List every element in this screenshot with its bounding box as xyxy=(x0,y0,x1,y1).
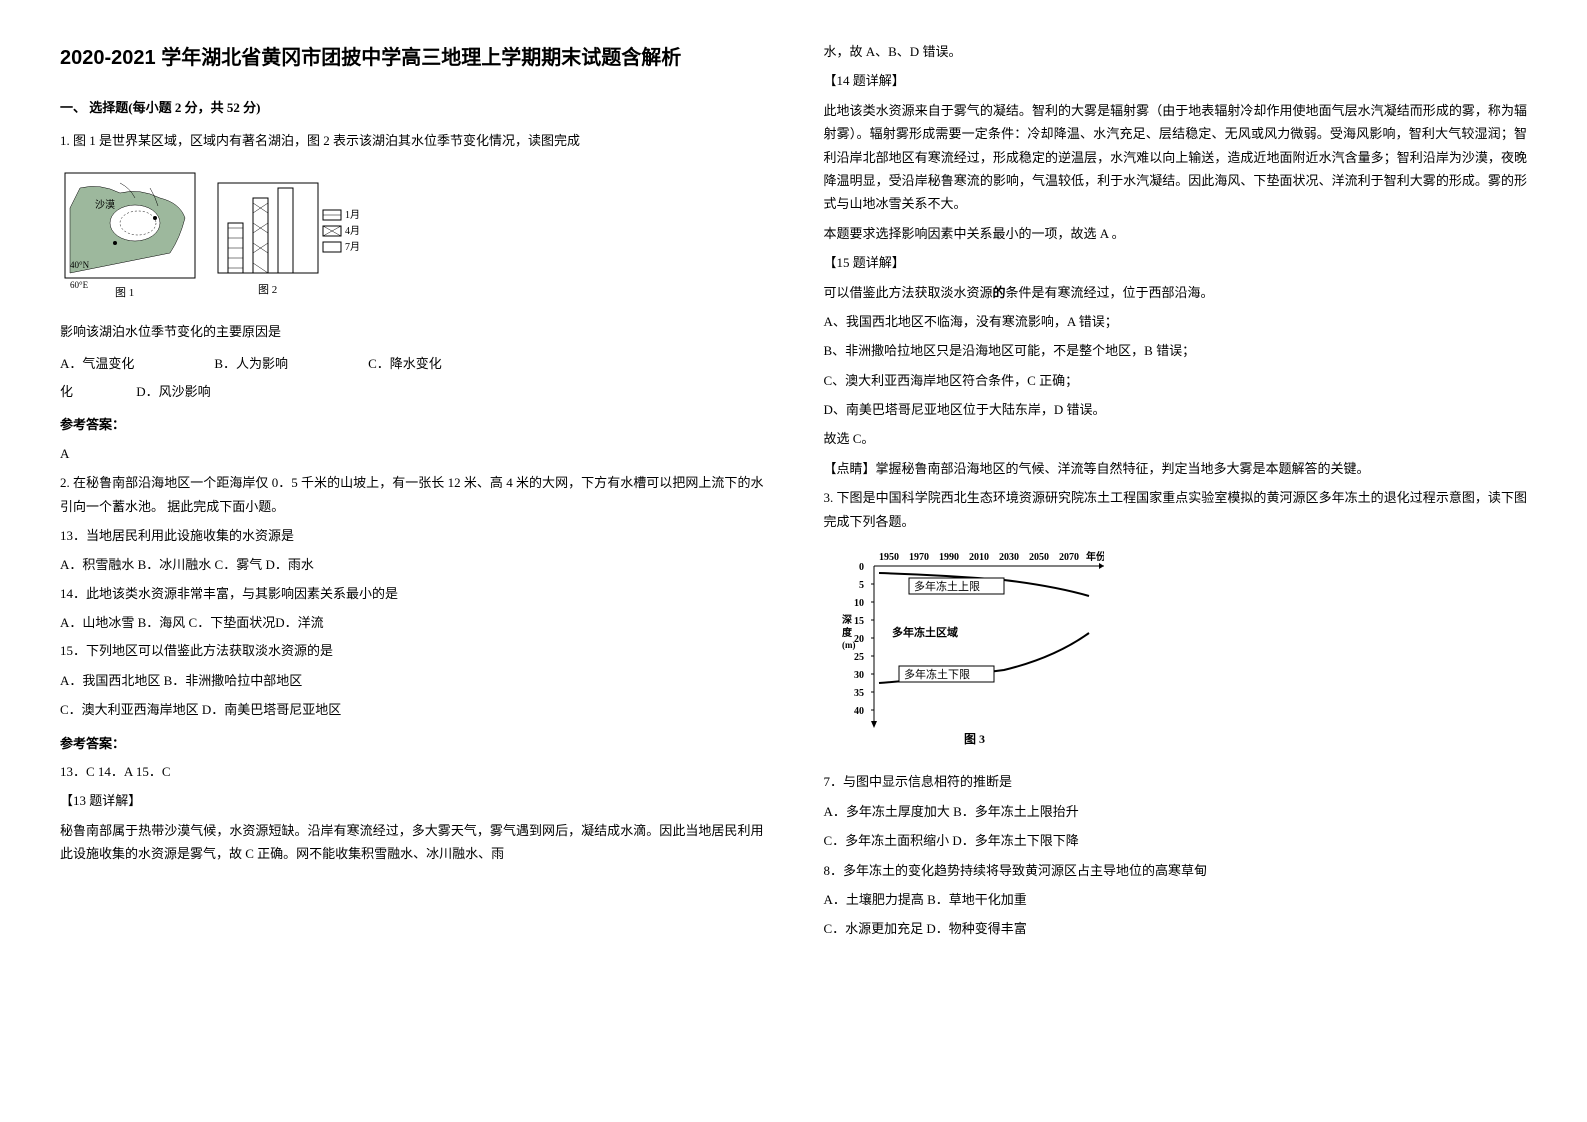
svg-text:2070: 2070 xyxy=(1059,552,1079,563)
map-figure: 沙漠 40°N 60°E 图 1 xyxy=(60,168,200,298)
cont1: 水，故 A、B、D 错误。 xyxy=(824,40,1528,63)
svg-text:5: 5 xyxy=(859,580,864,591)
q13: 13．当地居民利用此设施收集的水资源是 xyxy=(60,524,764,547)
q8: 8．多年冻土的变化趋势持续将导致黄河源区占主导地位的高寒草甸 xyxy=(824,859,1528,882)
legend-1: 1月 xyxy=(345,209,360,221)
answer-label-1: 参考答案： xyxy=(60,413,764,436)
svg-text:多年冻土区域: 多年冻土区域 xyxy=(892,625,958,639)
legend-7: 7月 xyxy=(345,241,360,253)
q7-opt-c: C．多年冻土面积缩小 D．多年冻土下限下降 xyxy=(824,829,1528,852)
svg-text:年份: 年份 xyxy=(1086,550,1104,563)
svg-text:2030: 2030 xyxy=(999,552,1019,563)
point: 【点睛】掌握秘鲁南部沿海地区的气候、洋流等自然特征，判定当地多大雾是本题解答的关… xyxy=(824,457,1528,480)
explain14-p1: 此地该类水资源来自于雾气的凝结。智利的大雾是辐射雾（由于地表辐射冷却作用使地面气… xyxy=(824,99,1528,216)
explain13: 秘鲁南部属于热带沙漠气候，水资源短缺。沿岸有寒流经过，多大雾天气，雾气遇到网后，… xyxy=(60,819,764,866)
q15: 15．下列地区可以借鉴此方法获取淡水资源的是 xyxy=(60,639,764,662)
explain14-p2: 本题要求选择影响因素中关系最小的一项，故选 A 。 xyxy=(824,222,1528,245)
q1-option-a: A．气温变化 xyxy=(60,352,134,375)
q8-opt-a: A．土壤肥力提高 B．草地干化加重 xyxy=(824,888,1528,911)
q2-stem: 2. 在秘鲁南部沿海地区一个距海岸仅 0．5 千米的山坡上，有一张长 12 米、… xyxy=(60,471,764,518)
svg-text:25: 25 xyxy=(854,652,864,663)
explain15-label: 【15 题详解】 xyxy=(824,251,1528,274)
q1-option-c: C．降水变化 xyxy=(368,352,442,375)
q1-option-b: B．人为影响 xyxy=(214,352,288,375)
explain15-c: C、澳大利亚西海岸地区符合条件，C 正确； xyxy=(824,369,1528,392)
q7: 7．与图中显示信息相符的推断是 xyxy=(824,770,1528,793)
svg-text:10: 10 xyxy=(854,598,864,609)
fig2-label: 图 2 xyxy=(258,283,277,296)
explain14-label: 【14 题详解】 xyxy=(824,69,1528,92)
svg-text:35: 35 xyxy=(854,688,864,699)
q15-opt-c: C．澳大利亚西海岸地区 D．南美巴塔哥尼亚地区 xyxy=(60,698,764,721)
explain15-p1: 可以借鉴此方法获取淡水资源的条件是有寒流经过，位于西部沿海。 xyxy=(824,281,1528,304)
desert-label: 沙漠 xyxy=(95,199,115,211)
q13-options: A．积雪融水 B．冰川融水 C．雾气 D．雨水 xyxy=(60,553,764,576)
q1-option-c-cont: 化 xyxy=(60,384,73,399)
legend-4: 4月 xyxy=(345,225,360,237)
svg-text:深: 深 xyxy=(842,613,852,626)
section-header: 一、 选择题(每小题 2 分，共 52 分) xyxy=(60,96,764,119)
svg-text:多年冻土上限: 多年冻土上限 xyxy=(914,579,980,593)
bar-chart-figure: 1月 4月 7月 图 2 xyxy=(213,168,383,298)
q8-opt-c: C．水源更加充足 D．物种变得丰富 xyxy=(824,917,1528,940)
q3-stem: 3. 下图是中国科学院西北生态环境资源研究院冻土工程国家重点实验室模拟的黄河源区… xyxy=(824,486,1528,533)
svg-text:1990: 1990 xyxy=(939,552,959,563)
svg-text:0: 0 xyxy=(859,562,864,573)
q1-sub-question: 影响该湖泊水位季节变化的主要原因是 xyxy=(60,320,764,343)
right-column: 水，故 A、B、D 错误。 【14 题详解】 此地该类水资源来自于雾气的凝结。智… xyxy=(824,40,1528,947)
answer-label-2: 参考答案： xyxy=(60,732,764,755)
explain13-label: 【13 题详解】 xyxy=(60,789,764,812)
q1-answer: A xyxy=(60,442,764,465)
lon-label: 60°E xyxy=(70,280,89,290)
depth-chart-figure: 1950 1970 1990 2010 2030 2050 2070 年份 0 … xyxy=(824,548,1528,755)
svg-text:(m): (m) xyxy=(842,640,856,650)
svg-text:多年冻土下限: 多年冻土下限 xyxy=(904,667,970,681)
fig1-label: 图 1 xyxy=(115,286,134,298)
q14: 14．此地该类水资源非常丰富，与其影响因素关系最小的是 xyxy=(60,582,764,605)
lat-label: 40°N xyxy=(70,260,90,270)
q14-options: A．山地冰雪 B．海风 C．下垫面状况D．洋流 xyxy=(60,611,764,634)
svg-text:2010: 2010 xyxy=(969,552,989,563)
explain15-b: B、非洲撒哈拉地区只是沿海地区可能，不是整个地区，B 错误； xyxy=(824,339,1528,362)
q1-stem: 1. 图 1 是世界某区域，区域内有著名湖泊，图 2 表示该湖泊其水位季节变化情… xyxy=(60,129,764,152)
q2-answers: 13．C 14．A 15．C xyxy=(60,760,764,783)
svg-text:20: 20 xyxy=(854,634,864,645)
figure-1-container: 沙漠 40°N 60°E 图 1 xyxy=(60,168,764,305)
svg-text:度: 度 xyxy=(842,626,853,639)
svg-text:1970: 1970 xyxy=(909,552,929,563)
q15-opt-a: A．我国西北地区 B．非洲撒哈拉中部地区 xyxy=(60,669,764,692)
left-column: 2020-2021 学年湖北省黄冈市团披中学高三地理上学期期末试题含解析 一、 … xyxy=(60,40,764,947)
q1-option-d: D．风沙影响 xyxy=(136,384,210,399)
explain15-d: D、南美巴塔哥尼亚地区位于大陆东岸，D 错误。 xyxy=(824,398,1528,421)
q1-options: A．气温变化 B．人为影响 C．降水变化 化 D．风沙影响 xyxy=(60,352,764,404)
svg-text:40: 40 xyxy=(854,706,864,717)
explain15-conclusion: 故选 C。 xyxy=(824,427,1528,450)
svg-text:图 3: 图 3 xyxy=(964,732,985,746)
svg-text:1950: 1950 xyxy=(879,552,899,563)
document-title: 2020-2021 学年湖北省黄冈市团披中学高三地理上学期期末试题含解析 xyxy=(60,40,764,76)
explain15-a: A、我国西北地区不临海，没有寒流影响，A 错误； xyxy=(824,310,1528,333)
svg-text:30: 30 xyxy=(854,670,864,681)
svg-text:15: 15 xyxy=(854,616,864,627)
q7-opt-a: A．多年冻土厚度加大 B．多年冻土上限抬升 xyxy=(824,800,1528,823)
svg-text:2050: 2050 xyxy=(1029,552,1049,563)
